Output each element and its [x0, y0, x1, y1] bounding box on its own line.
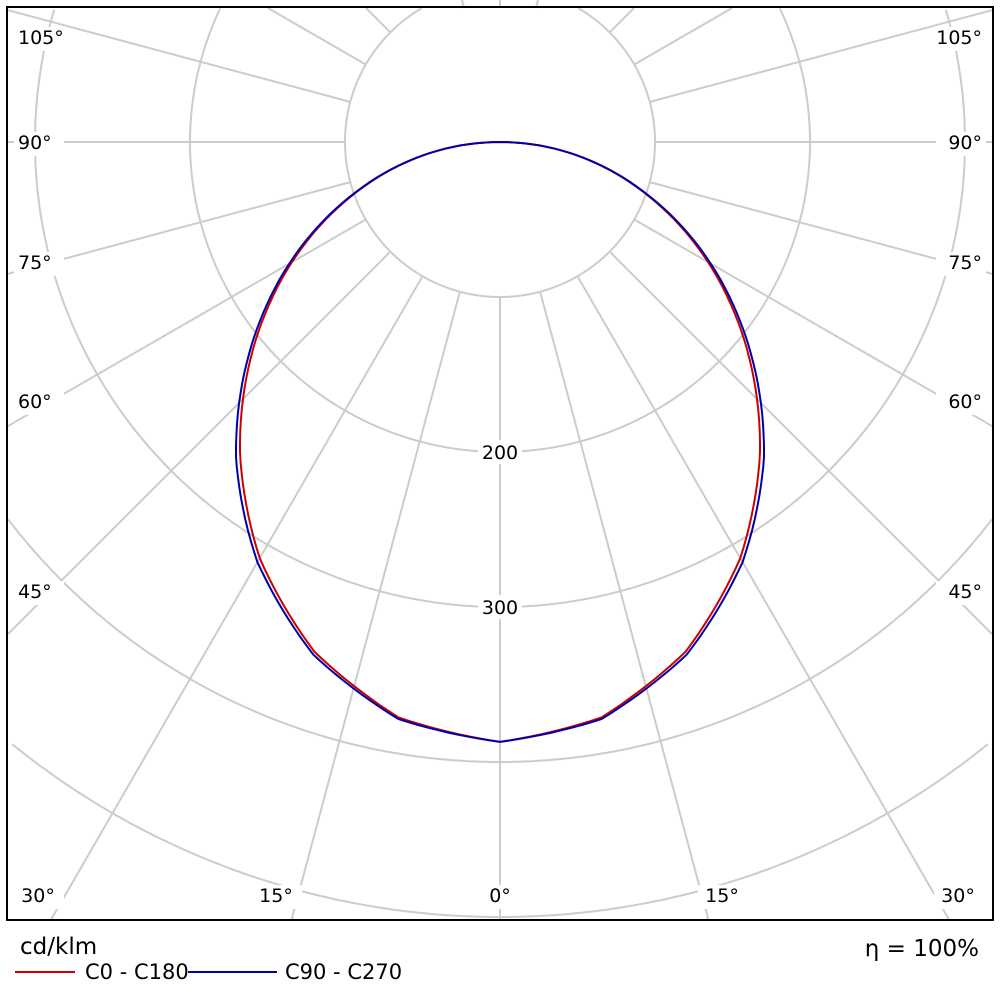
angle-label-left-3: 60° — [18, 391, 52, 413]
grid-spoke-120 — [633, 7, 733, 66]
angle-label-right-4: 45° — [948, 581, 982, 603]
curves — [235, 141, 765, 743]
grid-spoke-195 — [460, 0, 466, 9]
grid-spoke-165 — [534, 0, 540, 9]
angle-label-left-4: 45° — [18, 581, 52, 603]
grid-spoke-75 — [649, 181, 993, 275]
angle-label-bottom-0: 30° — [21, 885, 55, 907]
grid-spoke-330 — [50, 275, 424, 920]
angle-label-left-1-bg — [14, 132, 64, 156]
radial-label-bg — [478, 440, 522, 464]
grid-spoke-240 — [267, 7, 367, 66]
grid-spoke-225 — [365, 7, 392, 34]
grid-circle-200 — [189, 8, 811, 453]
curve-c90-c270 — [235, 141, 765, 743]
angle-label-right-2: 75° — [948, 252, 982, 274]
grid-circle-500 — [11, 743, 989, 918]
grid-spoke-105 — [649, 9, 993, 103]
grid-circle-100 — [344, 7, 656, 298]
grid-spoke-285 — [7, 181, 351, 275]
unit-label: cd/klm — [20, 934, 98, 960]
angle-label-left-2-bg — [14, 252, 64, 276]
radial-label-bg — [478, 595, 522, 619]
angle-label-right-1: 90° — [948, 132, 982, 154]
angle-label-right-0-bg — [936, 27, 986, 51]
angle-label-left-4-bg — [14, 581, 64, 605]
angle-label-bottom-4: 30° — [941, 885, 975, 907]
angle-label-right-1-bg — [936, 132, 986, 156]
legend-label-c90: C90 - C270 — [285, 960, 403, 984]
angle-label-right-3-bg — [936, 391, 986, 415]
angle-label-bottom-2-bg — [476, 885, 526, 909]
grid-spoke-345 — [290, 291, 461, 920]
angle-label-right-0: 105° — [936, 27, 982, 49]
grid-spoke-255 — [7, 9, 351, 103]
angle-label-left-0-bg — [14, 27, 64, 51]
grid-spoke-300 — [7, 218, 367, 427]
grid-spoke-45 — [608, 250, 993, 635]
angle-label-bottom-2: 0° — [489, 885, 511, 907]
radial-label-300: 300 — [482, 597, 518, 619]
legend-label-c0: C0 - C180 — [85, 960, 189, 984]
angle-label-left-1: 90° — [18, 132, 52, 154]
grid-spoke-60 — [633, 218, 993, 427]
angle-label-right-4-bg — [936, 581, 986, 605]
grid-circle-400 — [7, 518, 993, 763]
grid-spoke-135 — [608, 7, 635, 34]
tick-labels: 200 300 105° 90° 75° 60° 45° 105° 90° 75° 60° 45° 30… — [14, 27, 986, 909]
angle-label-left-2: 75° — [18, 252, 52, 274]
angle-label-right-2-bg — [936, 252, 986, 276]
grid-spoke-30 — [576, 275, 950, 920]
angle-label-bottom-3: 15° — [705, 885, 739, 907]
plot-frame — [6, 6, 994, 921]
angle-label-bottom-0-bg — [14, 885, 64, 909]
efficiency-label: η = 100% — [864, 936, 979, 962]
angle-label-left-3-bg — [14, 391, 64, 415]
angle-label-left-0: 105° — [18, 27, 64, 49]
grid-spoke-315 — [7, 250, 392, 635]
radial-label-200: 200 — [482, 442, 518, 464]
angle-label-bottom-3-bg — [698, 885, 748, 909]
angle-label-bottom-1: 15° — [259, 885, 293, 907]
angle-label-right-3: 60° — [948, 391, 982, 413]
grid-spoke-15 — [539, 291, 710, 920]
angle-label-bottom-1-bg — [252, 885, 302, 909]
angle-label-bottom-4-bg — [934, 885, 984, 909]
